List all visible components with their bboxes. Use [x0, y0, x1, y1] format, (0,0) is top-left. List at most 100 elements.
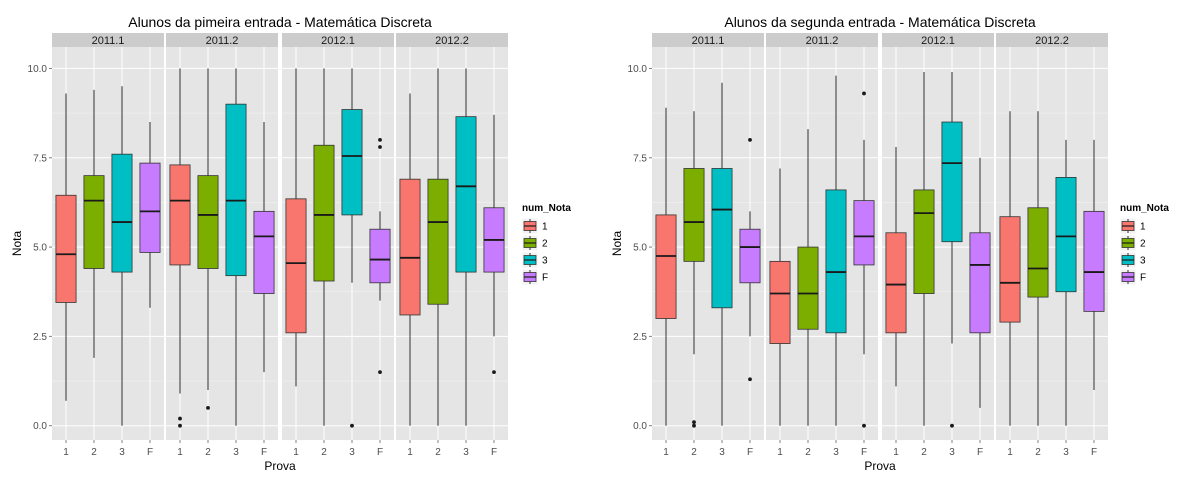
- legend-item-F: F: [1119, 268, 1146, 286]
- box-3: [711, 82, 733, 426]
- box-body: [225, 103, 247, 277]
- box-F: [1083, 139, 1105, 390]
- legend-label: F: [1140, 273, 1146, 284]
- x-tick-label: F: [147, 447, 153, 458]
- panel-strip: [282, 33, 394, 47]
- outlier-point: [378, 137, 382, 142]
- panel-strip: [766, 33, 878, 47]
- x-tick-label: 3: [833, 447, 839, 458]
- box-body: [285, 198, 307, 334]
- outlier-point: [206, 405, 210, 410]
- box-body: [853, 200, 875, 266]
- x-tick-label: 2: [1035, 447, 1041, 458]
- box-body: [111, 153, 133, 273]
- y-axis-label: Nota: [10, 231, 24, 257]
- x-tick-label: 1: [663, 447, 669, 458]
- box-body: [253, 210, 275, 294]
- x-tick-label: F: [977, 447, 983, 458]
- legend-label: 3: [542, 256, 548, 267]
- x-tick-label: 1: [1007, 447, 1013, 458]
- x-tick-label: 3: [119, 447, 125, 458]
- box-1: [655, 107, 677, 426]
- box-1: [285, 68, 307, 387]
- box-3: [825, 75, 847, 426]
- box-body: [711, 168, 733, 309]
- chart-1: Alunos da pimeira entrada - Matemática D…: [10, 14, 571, 473]
- x-tick-label: 2: [205, 447, 211, 458]
- box-body: [913, 189, 935, 294]
- outlier-point: [350, 423, 354, 428]
- panel-2011.1: 2011.1 1 2 3 F: [52, 33, 164, 458]
- box-body: [797, 246, 819, 330]
- legend-item-1: 1: [1119, 217, 1146, 235]
- box-body: [999, 216, 1021, 323]
- legend-label: 3: [1140, 256, 1146, 267]
- y-tick-label: 2.5: [633, 332, 647, 343]
- box-1: [55, 93, 77, 401]
- box-body: [655, 214, 677, 319]
- chart-title: Alunos da segunda entrada - Matemática D…: [724, 14, 1035, 30]
- box-2: [913, 72, 935, 426]
- panel-2011.2: 2011.2 1 2 3 F: [766, 33, 878, 458]
- x-axis-label: Prova: [264, 459, 296, 473]
- box-body: [1055, 177, 1077, 293]
- y-tick-label: 10.0: [628, 64, 648, 75]
- y-tick-label: 0.0: [33, 421, 47, 432]
- outlier-point: [492, 370, 496, 375]
- x-tick-label: F: [261, 447, 267, 458]
- x-tick-label: F: [377, 447, 383, 458]
- x-tick-label: 1: [177, 447, 183, 458]
- y-tick-label: 5.0: [633, 243, 647, 254]
- panel-strip-label: 2012.1: [921, 35, 955, 47]
- panel-strip-label: 2011.2: [806, 35, 839, 47]
- x-tick-label: 1: [293, 447, 299, 458]
- x-tick-label: 1: [893, 447, 899, 458]
- legend-item-2: 2: [521, 234, 548, 252]
- box-body: [1083, 210, 1105, 312]
- box-body: [683, 168, 705, 262]
- box-body: [1027, 207, 1049, 298]
- panel-2012.2: 2012.2 1 2 3 F: [396, 33, 508, 458]
- box-F: [139, 122, 161, 308]
- outlier-point: [378, 370, 382, 375]
- box-2: [427, 68, 449, 426]
- x-tick-label: F: [491, 447, 497, 458]
- x-tick-label: 3: [233, 447, 239, 458]
- y-tick-label: 0.0: [633, 421, 647, 432]
- box-body: [885, 232, 907, 334]
- y-tick-label: 5.0: [33, 243, 47, 254]
- box-F: [253, 122, 275, 373]
- x-tick-label: 2: [691, 447, 697, 458]
- box-body: [739, 228, 761, 284]
- box-3: [225, 68, 247, 426]
- outlier-point: [748, 137, 752, 142]
- x-tick-label: 1: [407, 447, 413, 458]
- panel-strip-label: 2011.1: [92, 35, 125, 47]
- x-tick-label: 3: [349, 447, 355, 458]
- box-body: [427, 178, 449, 305]
- outlier-point: [178, 416, 182, 421]
- box-body: [455, 116, 477, 273]
- y-tick-label: 7.5: [633, 153, 647, 164]
- panel-2012.1: 2012.1 1 2 3 F: [882, 33, 994, 458]
- box-F: [483, 114, 505, 375]
- panel-strip: [396, 33, 508, 47]
- legend-item-2: 2: [1119, 234, 1146, 252]
- box-1: [399, 93, 421, 426]
- x-tick-label: 3: [949, 447, 955, 458]
- box-F: [853, 91, 875, 428]
- legend: num_Nota 1 2 3 F: [521, 203, 571, 286]
- x-tick-label: 2: [805, 447, 811, 458]
- legend-item-3: 3: [1119, 251, 1146, 269]
- x-tick-label: F: [861, 447, 867, 458]
- x-tick-label: 1: [63, 447, 69, 458]
- box-body: [369, 228, 391, 284]
- outlier-point: [862, 423, 866, 428]
- box-body: [55, 194, 77, 303]
- x-tick-label: 1: [777, 447, 783, 458]
- box-2: [683, 111, 705, 428]
- box-1: [885, 147, 907, 387]
- panel-strip-label: 2011.2: [206, 35, 239, 47]
- box-1: [169, 68, 191, 428]
